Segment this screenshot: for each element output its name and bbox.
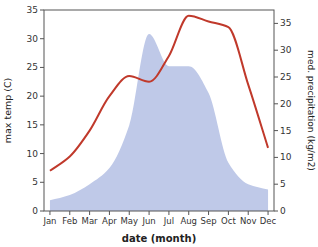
tick-label: 20 [280,99,292,109]
tick-label: Nov [240,216,257,226]
tick-label: 0 [32,206,38,216]
tick [40,211,44,212]
plot-area [50,16,268,211]
tick-label: 0 [280,206,286,216]
tick [40,10,44,11]
tick [274,211,278,212]
tick [228,211,229,215]
tick-label: 20 [27,91,39,101]
tick-label: 10 [280,152,292,162]
precip-area [50,34,268,211]
tick [274,184,278,185]
tick-label: 35 [27,5,38,15]
tick-label: 5 [280,179,286,189]
tick-label: 15 [27,120,38,130]
tick [69,211,70,215]
tick-label: 25 [27,62,38,72]
tick-label: Mar [82,216,99,226]
tick-label: Oct [221,216,236,226]
x-axis-label: date (month) [122,233,196,244]
tick [274,157,278,158]
tick [188,211,189,215]
tick-label: Sep [201,216,217,226]
tick-label: 5 [32,177,38,187]
tick-label: Feb [62,216,77,226]
tick [49,211,50,215]
temp-line [50,16,268,171]
tick [274,130,278,131]
tick [129,211,130,215]
tick-label: 25 [280,72,291,82]
tick-label: Jul [163,216,174,226]
tick [89,211,90,215]
tick-label: Dec [260,216,277,226]
tick [109,211,110,215]
tick-label: 30 [280,45,292,55]
tick [40,67,44,68]
plot-frame [44,10,274,211]
chart: 0 5 10 15 20 25 30 35 0 5 10 15 20 25 30 35 Jan Feb MarApr… [0,0,318,247]
tick-label: Jun [141,216,155,226]
tick [40,38,44,39]
tick-label: Apr [102,216,117,226]
tick [274,23,278,24]
tick [149,211,150,215]
tick [40,124,44,125]
tick-label: Aug [180,216,197,226]
tick [168,211,169,215]
tick [248,211,249,215]
tick [274,50,278,51]
tick [40,182,44,183]
tick-label: 35 [280,18,291,28]
tick [274,77,278,78]
tick [274,103,278,104]
tick [40,96,44,97]
y2-axis-label: med. precipitation (kg/m2) [306,50,316,171]
tick [268,211,269,215]
tick-label: 10 [27,149,39,159]
tick-label: 15 [280,126,291,136]
tick-label: Jan [42,216,56,226]
y-axis-label: max temp (C) [2,78,13,144]
tick [40,153,44,154]
tick-label: May [120,216,138,226]
tick [208,211,209,215]
tick-label: 30 [27,34,39,44]
